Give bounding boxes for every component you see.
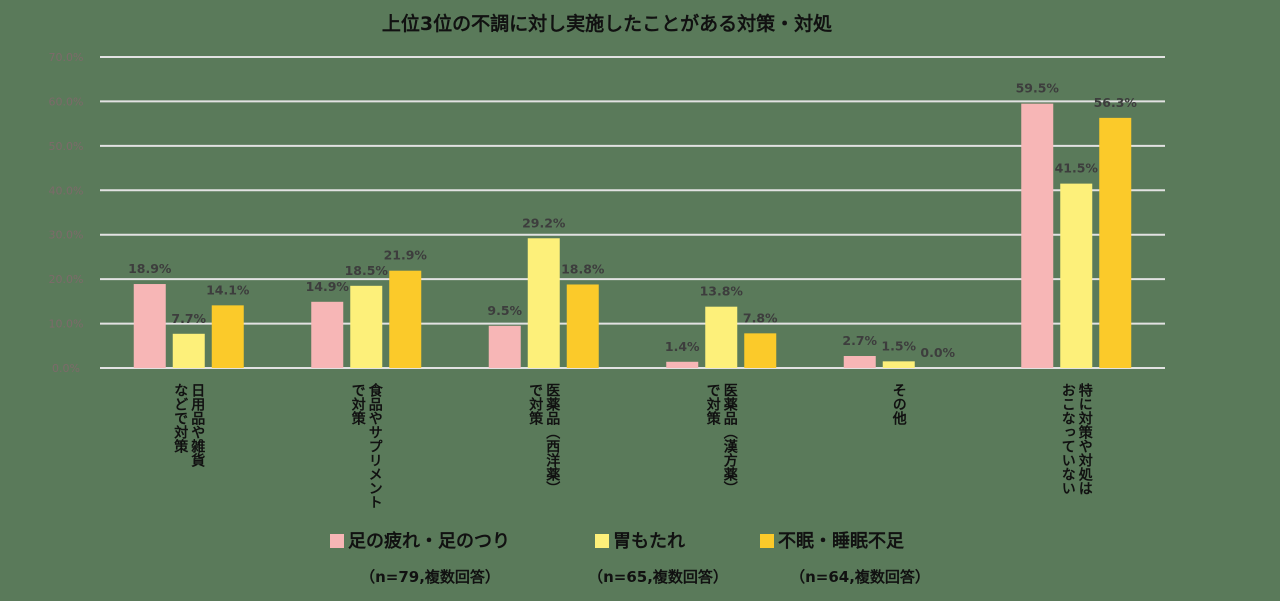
- category-label: で対策: [705, 383, 722, 426]
- data-label: 13.8%: [700, 284, 744, 299]
- data-label: 18.9%: [128, 261, 172, 276]
- data-label: 1.5%: [881, 338, 916, 353]
- y-tick-label: 40.0%: [49, 184, 84, 197]
- data-label: 18.5%: [345, 263, 389, 278]
- y-tick-label: 50.0%: [49, 140, 84, 153]
- data-label: 29.2%: [522, 215, 566, 230]
- category-label: 医薬品（漢方薬）: [722, 383, 739, 495]
- y-tick-label: 20.0%: [49, 273, 84, 286]
- legend-label: 足の疲れ・足のつり: [348, 530, 510, 552]
- y-tick-label: 10.0%: [49, 318, 84, 331]
- data-label: 0.0%: [920, 345, 955, 360]
- data-label: 56.3%: [1094, 95, 1138, 110]
- bar: [133, 284, 166, 368]
- bar: [705, 306, 738, 368]
- bar: [527, 238, 560, 368]
- data-label: 18.8%: [561, 261, 605, 276]
- category-label: 特に対策や対処は: [1077, 382, 1094, 495]
- data-label: 14.9%: [306, 279, 350, 294]
- bar: [843, 356, 876, 368]
- data-label: 9.5%: [487, 303, 522, 318]
- data-label: 59.5%: [1016, 81, 1060, 96]
- y-tick-label: 60.0%: [49, 95, 84, 108]
- category-label: で対策: [350, 383, 367, 426]
- category-label: その他: [891, 383, 908, 426]
- legend-swatch: [595, 534, 609, 548]
- y-tick-label: 30.0%: [49, 229, 84, 242]
- legend-swatch: [760, 534, 774, 548]
- bar: [882, 361, 915, 368]
- data-label: 1.4%: [665, 339, 700, 354]
- bar: [666, 361, 699, 368]
- bar: [1099, 117, 1132, 368]
- data-label: 41.5%: [1055, 161, 1099, 176]
- y-tick-label: 70.0%: [49, 51, 84, 64]
- y-tick-label: 0.0%: [52, 362, 80, 375]
- bar: [211, 305, 244, 368]
- legend-note: （n=79,複数回答）: [360, 568, 500, 586]
- category-label: などで対策: [172, 383, 189, 454]
- bar: [488, 325, 521, 368]
- bar: [744, 333, 777, 368]
- category-label: おこなっていない: [1060, 383, 1076, 495]
- legend-swatch: [330, 534, 344, 548]
- bar: [172, 333, 205, 368]
- legend-label: 胃もたれ: [613, 531, 685, 552]
- data-label: 14.1%: [206, 282, 250, 297]
- legend-note: （n=65,複数回答）: [588, 568, 728, 586]
- bar: [1060, 183, 1093, 368]
- bar: [311, 301, 344, 368]
- category-label: 食品やサプリメント: [367, 382, 383, 509]
- legend-note: （n=64,複数回答）: [790, 568, 930, 586]
- data-label: 2.7%: [842, 333, 877, 348]
- chart-title: 上位3位の不調に対し実施したことがある対策・対処: [382, 12, 832, 35]
- data-label: 7.8%: [743, 310, 778, 325]
- bar: [566, 284, 599, 368]
- bar: [350, 285, 383, 368]
- data-label: 7.7%: [171, 311, 206, 326]
- category-label: 医薬品（西洋薬）: [544, 383, 561, 495]
- legend-label: 不眠・睡眠不足: [778, 531, 904, 552]
- bar: [389, 270, 422, 368]
- data-label: 21.9%: [384, 248, 428, 263]
- category-label: 日用品や雑貨: [189, 383, 206, 468]
- category-label: で対策: [527, 383, 544, 426]
- bar: [1021, 103, 1054, 369]
